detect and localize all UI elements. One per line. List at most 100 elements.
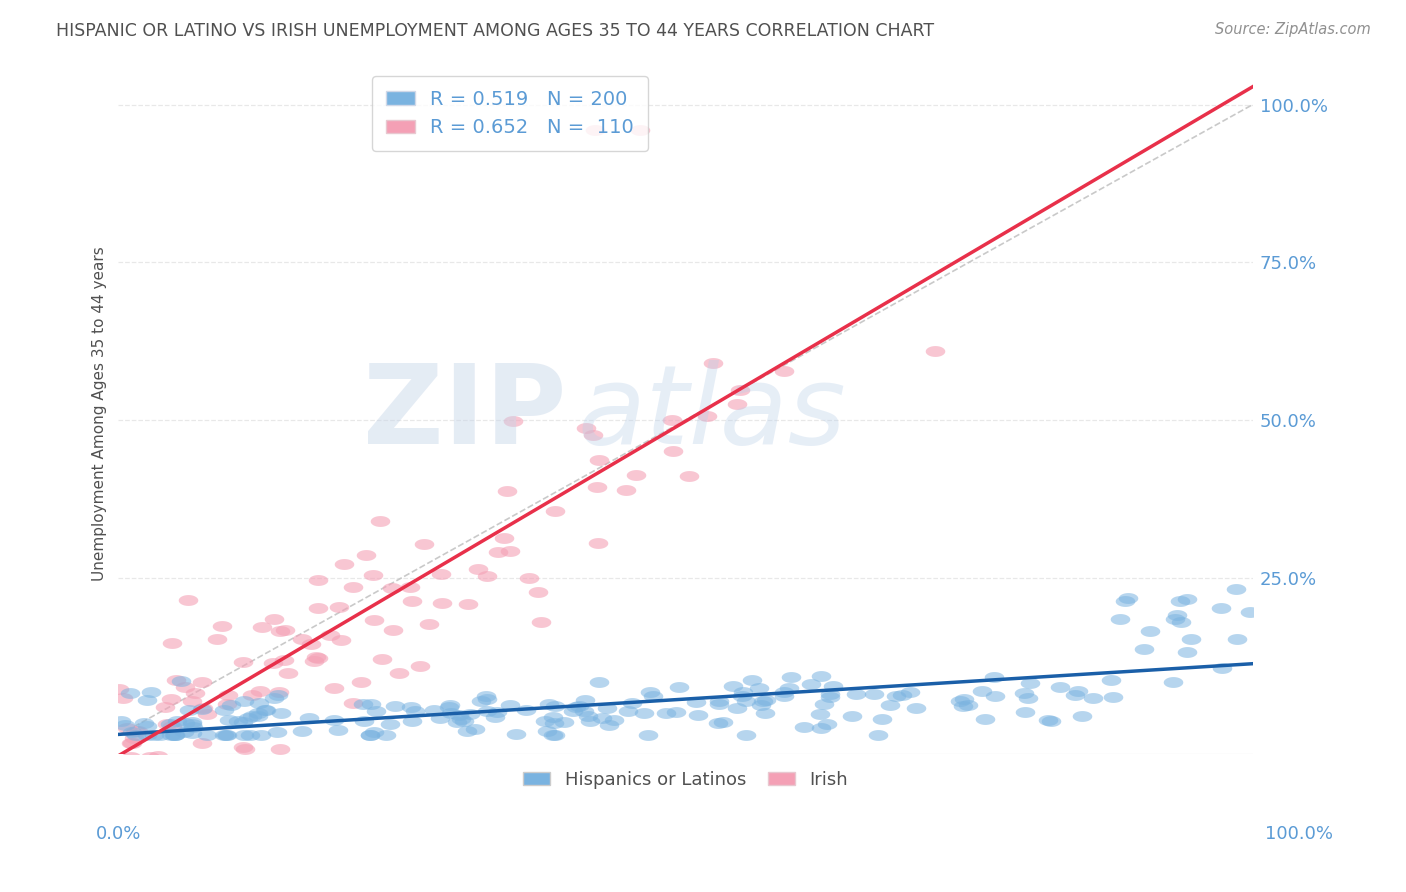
Point <box>218 713 240 727</box>
Point <box>519 571 541 585</box>
Point <box>307 601 329 615</box>
Point <box>541 710 564 724</box>
Point <box>730 690 752 704</box>
Point <box>247 696 270 710</box>
Point <box>579 714 602 728</box>
Point <box>118 686 141 700</box>
Point <box>323 713 346 727</box>
Point <box>953 692 976 706</box>
Point <box>114 718 136 732</box>
Point <box>114 760 136 774</box>
Point <box>779 670 801 684</box>
Point <box>412 537 434 551</box>
Point <box>711 714 734 729</box>
Point <box>212 703 235 717</box>
Point <box>624 467 647 482</box>
Point <box>159 692 181 706</box>
Point <box>730 384 752 398</box>
Point <box>872 712 894 726</box>
Point <box>232 655 254 669</box>
Point <box>574 693 596 707</box>
Point <box>596 701 619 715</box>
Point <box>180 714 202 729</box>
Point <box>111 691 134 706</box>
Point <box>219 698 242 713</box>
Point <box>270 706 292 720</box>
Point <box>1019 675 1042 690</box>
Point <box>1064 688 1087 702</box>
Point <box>588 675 610 690</box>
Point <box>815 716 838 731</box>
Point <box>731 685 754 699</box>
Point <box>170 760 193 774</box>
Point <box>575 421 598 435</box>
Point <box>354 548 377 562</box>
Point <box>273 653 295 667</box>
Point <box>752 694 775 708</box>
Point <box>1139 624 1161 638</box>
Point <box>721 679 744 693</box>
Point <box>249 684 271 698</box>
Point <box>709 694 731 708</box>
Point <box>156 717 179 731</box>
Point <box>117 721 139 735</box>
Point <box>598 718 620 732</box>
Point <box>121 760 143 774</box>
Point <box>149 728 172 742</box>
Point <box>638 685 661 699</box>
Point <box>361 567 384 582</box>
Point <box>678 469 700 483</box>
Point <box>1099 673 1122 688</box>
Point <box>924 343 946 358</box>
Point <box>450 711 472 725</box>
Point <box>141 685 163 699</box>
Point <box>181 694 204 708</box>
Point <box>696 409 718 423</box>
Point <box>298 711 321 725</box>
Point <box>470 693 492 707</box>
Point <box>125 728 148 742</box>
Point <box>572 705 595 719</box>
Point <box>163 728 186 742</box>
Point <box>263 691 285 706</box>
Point <box>319 628 342 642</box>
Point <box>727 701 749 715</box>
Point <box>363 613 385 627</box>
Point <box>467 562 489 576</box>
Point <box>135 719 157 733</box>
Point <box>263 612 285 626</box>
Point <box>702 356 724 370</box>
Point <box>1226 632 1249 646</box>
Point <box>773 364 796 378</box>
Point <box>588 453 610 467</box>
Point <box>173 680 195 694</box>
Point <box>232 728 254 742</box>
Point <box>707 715 730 730</box>
Point <box>541 728 564 742</box>
Point <box>217 688 239 702</box>
Point <box>568 699 591 714</box>
Point <box>970 684 993 698</box>
Point <box>1211 600 1233 615</box>
Point <box>342 697 364 711</box>
Point <box>1180 632 1202 647</box>
Point <box>418 617 440 632</box>
Point <box>166 714 188 729</box>
Point <box>184 686 207 700</box>
Point <box>195 706 218 721</box>
Point <box>841 709 863 723</box>
Point <box>879 698 901 713</box>
Point <box>159 717 181 731</box>
Point <box>662 443 685 458</box>
Point <box>155 755 177 769</box>
Point <box>322 681 344 696</box>
Point <box>499 698 522 712</box>
Point <box>1168 594 1191 608</box>
Point <box>446 714 468 729</box>
Point <box>304 654 326 668</box>
Point <box>772 685 794 699</box>
Point <box>250 620 273 634</box>
Point <box>499 544 522 558</box>
Point <box>132 716 155 731</box>
Point <box>359 728 381 742</box>
